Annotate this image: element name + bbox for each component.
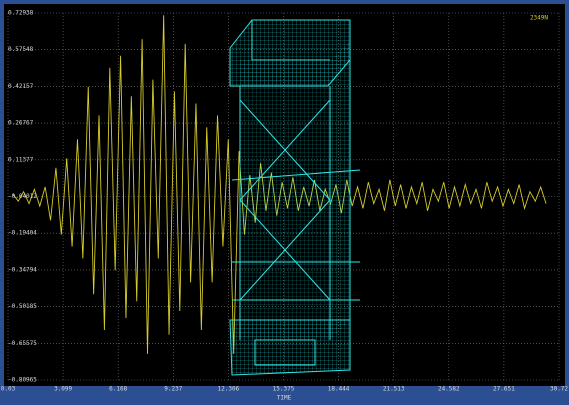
x-tick-label: 15.375 — [273, 386, 295, 393]
x-tick-label: 30.72 — [550, 386, 568, 393]
x-tick-label: 24.582 — [438, 386, 460, 393]
y-tick-label: 0.42157 — [8, 83, 34, 90]
x-axis-label: TIME — [277, 395, 292, 402]
x-tick-label: 6.168 — [109, 386, 127, 393]
y-tick-label: 0.11377 — [8, 156, 34, 163]
chart: 2349N TIME 0.72938 0.57548 0.42157 0.26767 0… — [0, 0, 569, 405]
y-tick-label: -0.50185 — [8, 303, 37, 310]
annotation: 2349N — [530, 15, 548, 22]
y-tick-label: 0.57548 — [8, 46, 34, 53]
y-tick-label: -0.80965 — [8, 377, 37, 384]
wireframe-model — [230, 20, 360, 375]
y-tick-label: -0.65575 — [8, 340, 37, 347]
y-tick-label: 0.72938 — [8, 10, 34, 17]
y-tick-label: -0.04012 — [8, 193, 37, 200]
y-tick-label: -0.19404 — [8, 230, 37, 237]
x-tick-label: 18.444 — [328, 386, 350, 393]
y-tick-label: -0.34794 — [8, 266, 37, 273]
x-tick-label: 12.306 — [218, 386, 240, 393]
x-tick-label: 27.651 — [493, 386, 515, 393]
x-tick-label: 0.03 — [1, 386, 16, 393]
x-tick-label: 21.513 — [383, 386, 405, 393]
y-tick-label: 0.26767 — [8, 120, 34, 127]
x-tick-label: 3.099 — [54, 386, 72, 393]
x-tick-label: 9.237 — [164, 386, 182, 393]
